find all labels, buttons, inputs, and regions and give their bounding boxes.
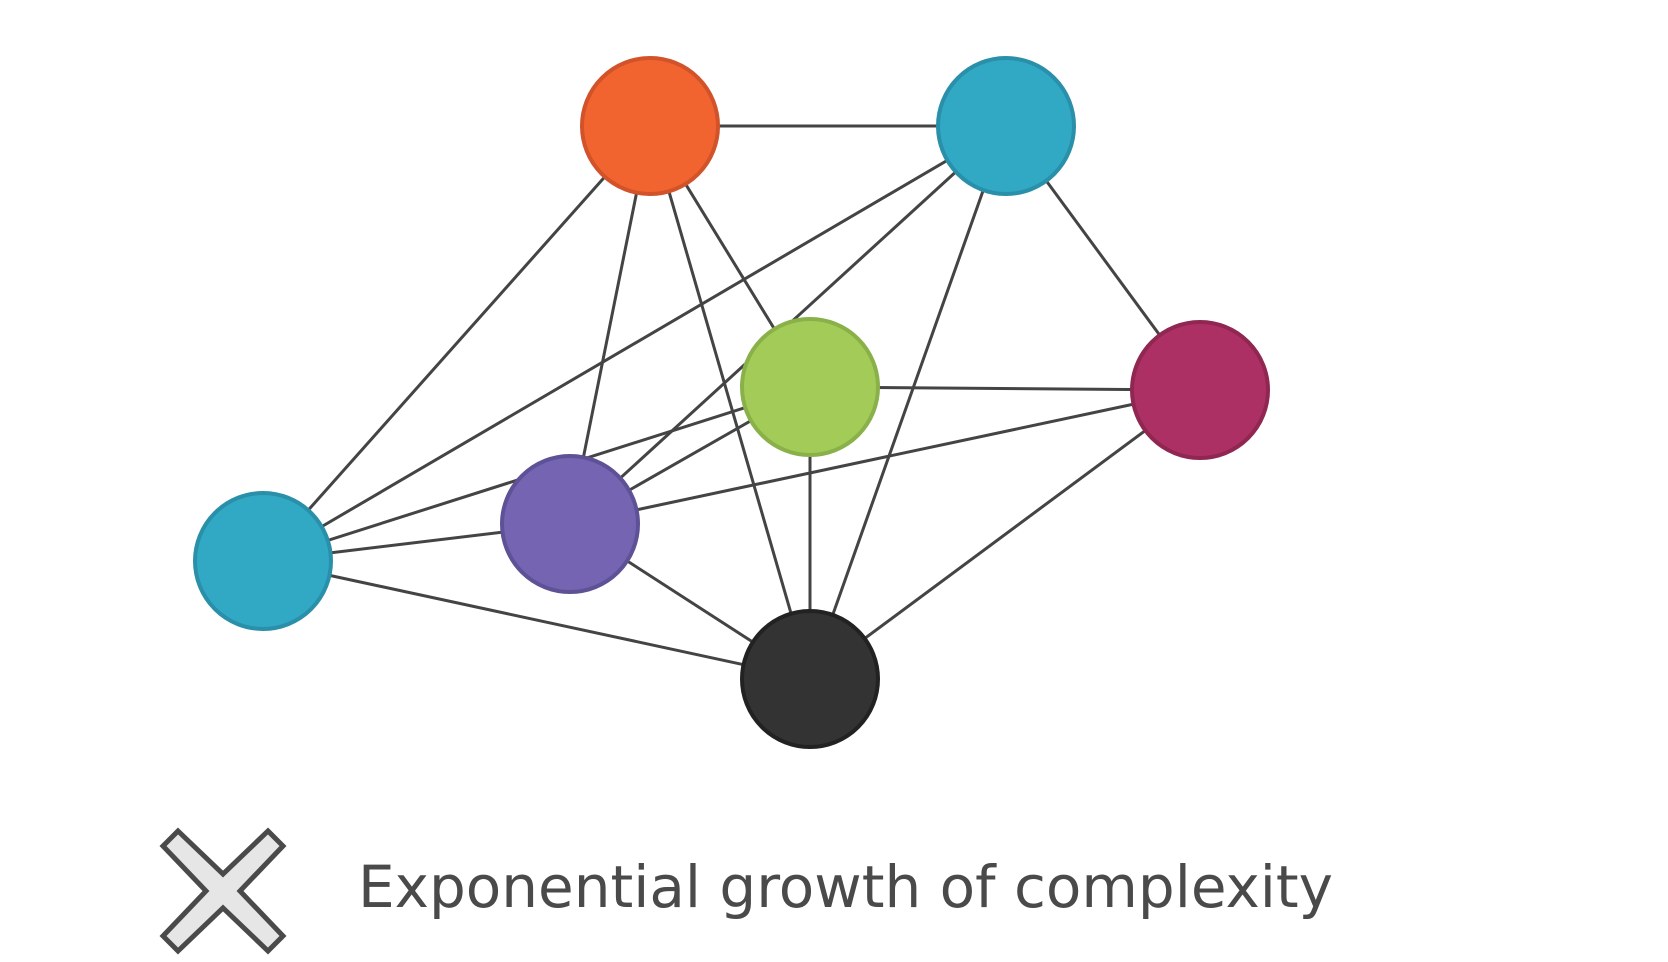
- nodes-group: [193, 56, 1270, 749]
- node-orange-top: [580, 56, 720, 196]
- x-mark-icon: [158, 826, 288, 956]
- node-teal-left: [193, 491, 333, 631]
- edge-teal-top-right-teal-left: [262, 124, 1007, 563]
- edge-teal-top-right-black-bottom: [808, 125, 1008, 680]
- edge-magenta-right-black-bottom: [809, 388, 1201, 681]
- edges-group: [261, 124, 1202, 681]
- caption-text: Exponential growth of complexity: [358, 853, 1333, 921]
- edge-magenta-right-purple: [569, 388, 1201, 526]
- node-purple: [500, 454, 640, 594]
- edge-orange-top-teal-left: [261, 125, 652, 562]
- node-magenta-right: [1130, 320, 1270, 460]
- edge-orange-top-black-bottom: [648, 125, 812, 680]
- node-black-bottom: [740, 609, 880, 749]
- x-mark-shape: [159, 827, 287, 955]
- node-teal-top-right: [936, 56, 1076, 196]
- node-green-center: [740, 317, 880, 457]
- edge-teal-left-black-bottom: [262, 559, 811, 681]
